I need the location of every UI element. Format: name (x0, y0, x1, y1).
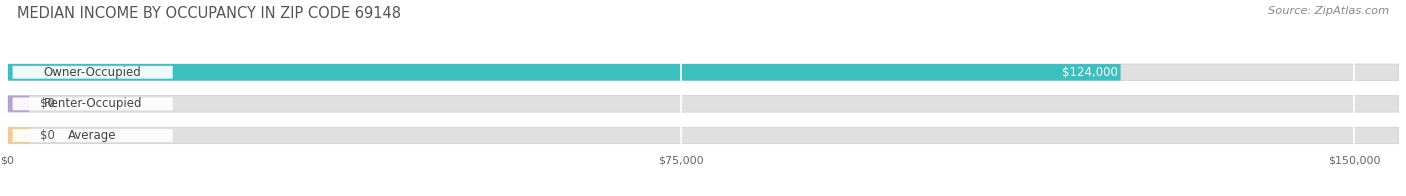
FancyBboxPatch shape (7, 127, 30, 144)
FancyBboxPatch shape (13, 129, 173, 142)
Text: Owner-Occupied: Owner-Occupied (44, 66, 142, 79)
Text: $0: $0 (41, 129, 55, 142)
FancyBboxPatch shape (13, 97, 173, 110)
Text: Renter-Occupied: Renter-Occupied (44, 97, 142, 110)
FancyBboxPatch shape (7, 127, 1399, 144)
FancyBboxPatch shape (7, 96, 30, 112)
Text: $124,000: $124,000 (1062, 66, 1118, 79)
Text: $0: $0 (41, 97, 55, 110)
FancyBboxPatch shape (13, 66, 173, 79)
FancyBboxPatch shape (7, 64, 1121, 81)
FancyBboxPatch shape (7, 64, 1399, 81)
Text: Source: ZipAtlas.com: Source: ZipAtlas.com (1268, 6, 1389, 16)
Text: MEDIAN INCOME BY OCCUPANCY IN ZIP CODE 69148: MEDIAN INCOME BY OCCUPANCY IN ZIP CODE 6… (17, 6, 401, 21)
FancyBboxPatch shape (7, 96, 1399, 112)
Text: Average: Average (69, 129, 117, 142)
